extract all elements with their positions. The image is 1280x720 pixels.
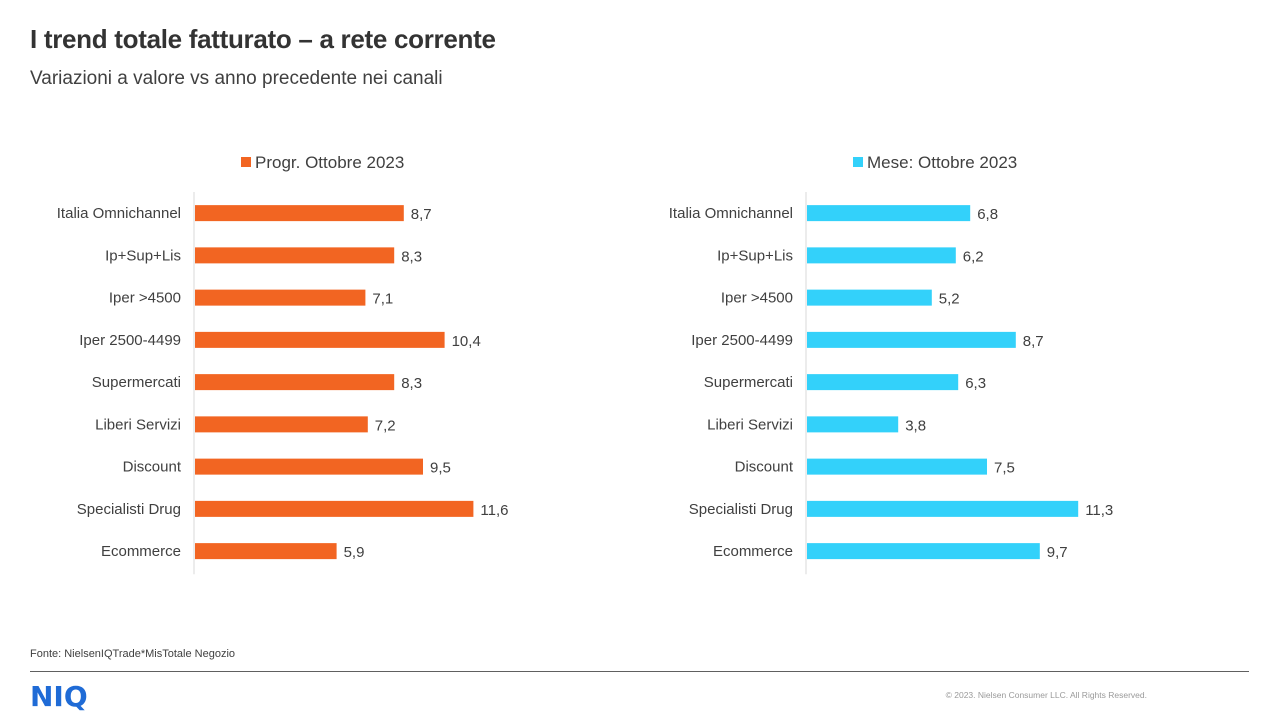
category-label: Ecommerce (713, 543, 793, 560)
bar (195, 289, 366, 306)
data-label: 7,5 (994, 460, 1015, 477)
bar (807, 500, 1079, 517)
legend-swatch (853, 157, 863, 167)
bar (195, 331, 445, 348)
footer-divider (30, 671, 1249, 672)
data-label: 8,3 (401, 375, 422, 392)
category-label: Iper 2500-4499 (79, 332, 181, 349)
bar (807, 331, 1016, 348)
data-label: 6,2 (963, 248, 984, 265)
category-label: Ecommerce (101, 543, 181, 560)
legend: Mese: Ottobre 2023 (853, 153, 1017, 172)
bar (807, 247, 956, 264)
category-label: Iper 2500-4499 (691, 332, 793, 349)
data-label: 6,3 (965, 375, 986, 392)
legend-swatch (241, 157, 251, 167)
bar (195, 458, 423, 475)
bar (195, 247, 395, 264)
chart-progressive: Progr. Ottobre 2023 Italia Omnichannel 8,7… (57, 153, 508, 575)
category-label: Italia Omnichannel (57, 205, 181, 222)
bar (807, 458, 987, 475)
bar (195, 543, 337, 560)
page-subtitle: Variazioni a valore vs anno precedente n… (30, 68, 443, 89)
bar (195, 416, 368, 433)
category-label: Iper >4500 (109, 290, 181, 307)
legend: Progr. Ottobre 2023 (241, 153, 404, 172)
category-label: Ip+Sup+Lis (105, 247, 181, 264)
category-label: Supermercati (704, 374, 793, 391)
category-label: Discount (735, 459, 794, 476)
bar (195, 205, 404, 222)
niq-logo: NIQ (30, 680, 88, 713)
bar (195, 374, 395, 391)
data-label: 9,7 (1047, 544, 1068, 561)
category-label: Liberi Servizi (95, 416, 181, 433)
data-label: 9,5 (430, 460, 451, 477)
bar (807, 374, 959, 391)
bar (807, 289, 932, 306)
data-label: 7,2 (375, 417, 396, 434)
data-label: 10,4 (452, 333, 481, 350)
bar (807, 205, 971, 222)
page-title: I trend totale fatturato – a rete corren… (30, 24, 496, 54)
bar (807, 416, 899, 433)
chart-month: Mese: Ottobre 2023 Italia Omnichannel 6,8 I… (669, 153, 1113, 575)
data-label: 8,3 (401, 248, 422, 265)
legend-label: Progr. Ottobre 2023 (255, 153, 404, 172)
bar (807, 543, 1040, 560)
data-label: 5,2 (939, 291, 960, 308)
legend-label: Mese: Ottobre 2023 (867, 153, 1017, 172)
category-label: Italia Omnichannel (669, 205, 793, 222)
data-label: 5,9 (344, 544, 365, 561)
bar (195, 500, 474, 517)
category-label: Iper >4500 (721, 290, 793, 307)
category-label: Discount (123, 459, 182, 476)
data-label: 6,8 (977, 206, 998, 223)
data-label: 8,7 (411, 206, 432, 223)
category-label: Supermercati (92, 374, 181, 391)
data-label: 11,6 (480, 502, 508, 519)
category-label: Specialisti Drug (77, 501, 181, 518)
data-label: 11,3 (1085, 502, 1113, 519)
data-label: 3,8 (905, 417, 926, 434)
category-label: Ip+Sup+Lis (717, 247, 793, 264)
source-note: Fonte: NielsenIQTrade*MisTotale Negozio (30, 648, 236, 660)
data-label: 7,1 (372, 291, 393, 308)
copyright-text: © 2023. Nielsen Consumer LLC. All Rights… (945, 690, 1147, 700)
data-label: 8,7 (1023, 333, 1044, 350)
category-label: Liberi Servizi (707, 416, 793, 433)
category-label: Specialisti Drug (689, 501, 793, 518)
